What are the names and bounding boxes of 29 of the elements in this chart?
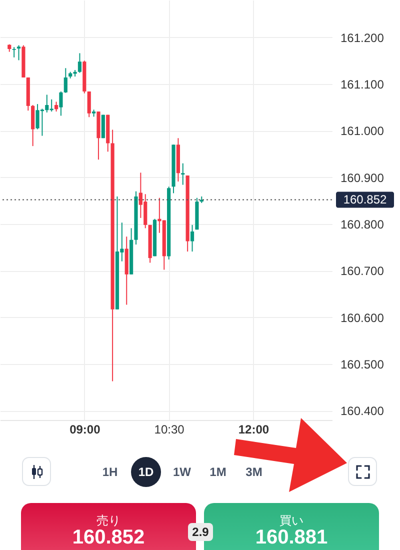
candlestick xyxy=(59,90,63,116)
y-tick-label: 160.700 xyxy=(340,264,384,278)
text: 1M xyxy=(210,465,226,479)
text: 1H xyxy=(102,465,118,479)
candlestick xyxy=(31,104,35,147)
y-tick-label: 161.100 xyxy=(340,78,384,92)
x-tick-label: 10:30 xyxy=(154,422,185,436)
candlestick xyxy=(181,162,185,186)
candlestick xyxy=(87,90,91,118)
text: 1W xyxy=(173,465,191,479)
text: 3M xyxy=(246,465,262,479)
y-tick-label: 161.000 xyxy=(340,124,384,138)
candlestick xyxy=(190,224,194,252)
y-tick-label: 160.900 xyxy=(340,170,384,185)
candlestick xyxy=(12,46,16,58)
y-tick-label: 160.800 xyxy=(340,218,384,232)
y-tick-label: 160.500 xyxy=(340,358,384,372)
candlestick xyxy=(64,68,68,94)
x-tick-label: 09:00 xyxy=(70,422,101,436)
candlestick xyxy=(54,101,58,112)
x-tick-label: 12:00 xyxy=(238,422,270,436)
candlestick xyxy=(16,44,21,61)
candlestick xyxy=(78,52,82,74)
text: 1D xyxy=(138,465,154,479)
y-tick-label: 160.400 xyxy=(340,404,384,418)
y-tick-label: 160.600 xyxy=(340,310,384,325)
y-tick-label: 161.200 xyxy=(340,30,384,45)
badge: 2.9 xyxy=(188,523,213,541)
ref-line-label: 160.852 xyxy=(343,192,388,207)
